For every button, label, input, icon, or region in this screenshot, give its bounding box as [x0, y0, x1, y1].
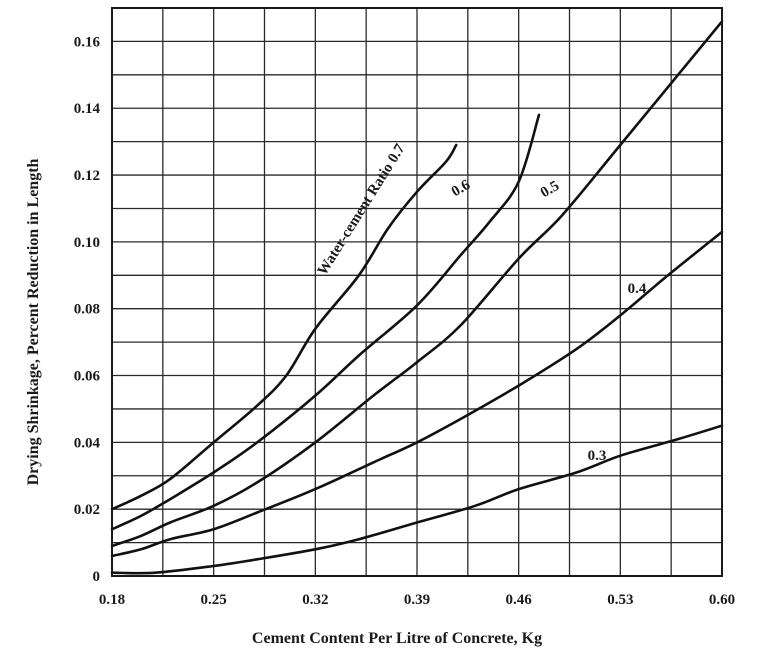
label-wc-0-5: 0.5: [538, 178, 562, 201]
x-tick-labels: 0.18 0.25 0.32 0.39 0.46 0.53 0.60: [99, 592, 735, 608]
x-tick-label: 0.39: [404, 592, 430, 608]
curve-wc-0-7: [110, 143, 458, 511]
y-tick-label: 0.02: [74, 502, 100, 518]
y-tick-label: 0.10: [74, 235, 100, 251]
plot-frame: [111, 7, 723, 577]
y-tick-label: 0.16: [74, 34, 101, 50]
y-tick-label: 0: [93, 569, 101, 585]
curve-wc-0-6: [110, 113, 541, 531]
label-wc-0-3: 0.3: [588, 448, 607, 464]
y-tick-label: 0.04: [74, 435, 101, 451]
y-tick-label: 0.14: [74, 101, 101, 117]
curve-wc-0-5: [110, 20, 724, 548]
label-wc-0-4: 0.4: [628, 281, 647, 297]
y-tick-label: 0.06: [74, 369, 101, 385]
y-axis-title: Drying Shrinkage, Percent Reduction in L…: [25, 158, 42, 485]
y-tick-label: 0.12: [74, 168, 100, 184]
label-wc-0-7: Water-cement Ratio 0.7: [315, 141, 409, 278]
y-tick-label: 0.08: [74, 302, 100, 318]
curve-wc-0-4: [110, 230, 724, 558]
x-tick-label: 0.60: [709, 592, 735, 608]
curves: [110, 20, 724, 575]
x-tick-label: 0.25: [201, 592, 227, 608]
curve-wc-0-3: [110, 424, 724, 575]
x-tick-label: 0.18: [99, 592, 125, 608]
x-axis-title: Cement Content Per Litre of Concrete, Kg: [252, 630, 542, 647]
label-wc-0-6: 0.6: [449, 177, 474, 200]
x-tick-label: 0.32: [302, 592, 328, 608]
y-tick-labels: 0 0.02 0.04 0.06 0.08 0.10 0.12 0.14 0.16: [74, 34, 101, 585]
x-tick-label: 0.46: [506, 592, 533, 608]
x-tick-label: 0.53: [607, 592, 633, 608]
